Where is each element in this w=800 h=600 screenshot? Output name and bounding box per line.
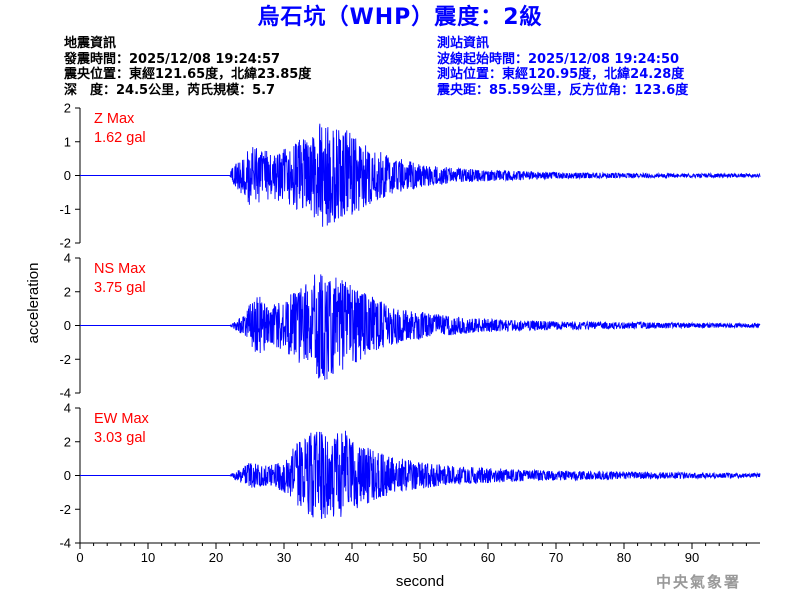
y-tick-label: 0 bbox=[64, 468, 71, 483]
x-tick-label: 0 bbox=[76, 550, 83, 565]
y-tick-label: -1 bbox=[59, 202, 71, 217]
x-tick-label: 10 bbox=[141, 550, 155, 565]
station-info-block: 測站資訊 波線起始時間：2025/12/08 19:24:50 測站位置：東經1… bbox=[437, 36, 688, 98]
x-tick-label: 70 bbox=[549, 550, 563, 565]
x-tick-label: 50 bbox=[413, 550, 427, 565]
y-tick-label: 0 bbox=[64, 168, 71, 183]
max-value-ew: 3.03 gal bbox=[94, 430, 146, 446]
quake-info-heading: 地震資訊 bbox=[64, 36, 117, 51]
x-axis-label: second bbox=[396, 573, 444, 590]
agency-watermark: 中央氣象署 bbox=[656, 573, 742, 591]
quake-info-block: 地震資訊 發震時間：2025/12/08 19:24:57 震央位置：東經121… bbox=[64, 36, 311, 98]
y-tick-label: -4 bbox=[59, 386, 71, 401]
y-tick-label: -2 bbox=[59, 502, 71, 517]
y-tick-label: 2 bbox=[64, 101, 71, 116]
y-tick-label: -4 bbox=[59, 536, 71, 551]
depth-magnitude: 深 度：24.5公里，芮氏規模：5.7 bbox=[64, 82, 276, 98]
x-tick-label: 30 bbox=[277, 550, 291, 565]
y-tick-label: 2 bbox=[64, 284, 71, 299]
y-tick-label: 4 bbox=[64, 401, 71, 416]
trace-z bbox=[80, 123, 761, 227]
y-tick-label: 1 bbox=[64, 134, 71, 149]
x-tick-label: 60 bbox=[481, 550, 495, 565]
y-tick-label: -2 bbox=[59, 236, 71, 251]
y-axis-label: acceleration bbox=[25, 263, 42, 344]
trace-ew bbox=[80, 430, 761, 519]
epicentral-distance: 震央距：85.59公里，反方位角：123.6度 bbox=[437, 82, 689, 98]
y-tick-label: 0 bbox=[64, 318, 71, 333]
station-location: 測站位置：東經120.95度，北緯24.28度 bbox=[437, 67, 685, 82]
station-info-heading: 測站資訊 bbox=[437, 36, 490, 51]
x-tick-label: 90 bbox=[685, 550, 699, 565]
chart-title: 烏石坑（WHP）震度：2級 bbox=[257, 5, 543, 30]
trace-ns bbox=[80, 274, 761, 380]
max-label-ns: NS Max bbox=[94, 261, 146, 277]
wave-start-time: 波線起始時間：2025/12/08 19:24:50 bbox=[437, 51, 680, 67]
x-tick-label: 80 bbox=[617, 550, 631, 565]
y-tick-label: 4 bbox=[64, 251, 71, 266]
max-label-ew: EW Max bbox=[94, 411, 150, 427]
epicenter-location: 震央位置：東經121.65度，北緯23.85度 bbox=[64, 67, 312, 82]
y-tick-label: -2 bbox=[59, 352, 71, 367]
y-tick-label: 2 bbox=[64, 434, 71, 449]
max-value-ns: 3.75 gal bbox=[94, 280, 146, 296]
max-label-z: Z Max bbox=[94, 111, 135, 127]
max-value-z: 1.62 gal bbox=[94, 130, 146, 146]
origin-time: 發震時間：2025/12/08 19:24:57 bbox=[64, 51, 281, 67]
x-tick-label: 20 bbox=[209, 550, 223, 565]
x-tick-label: 40 bbox=[345, 550, 359, 565]
